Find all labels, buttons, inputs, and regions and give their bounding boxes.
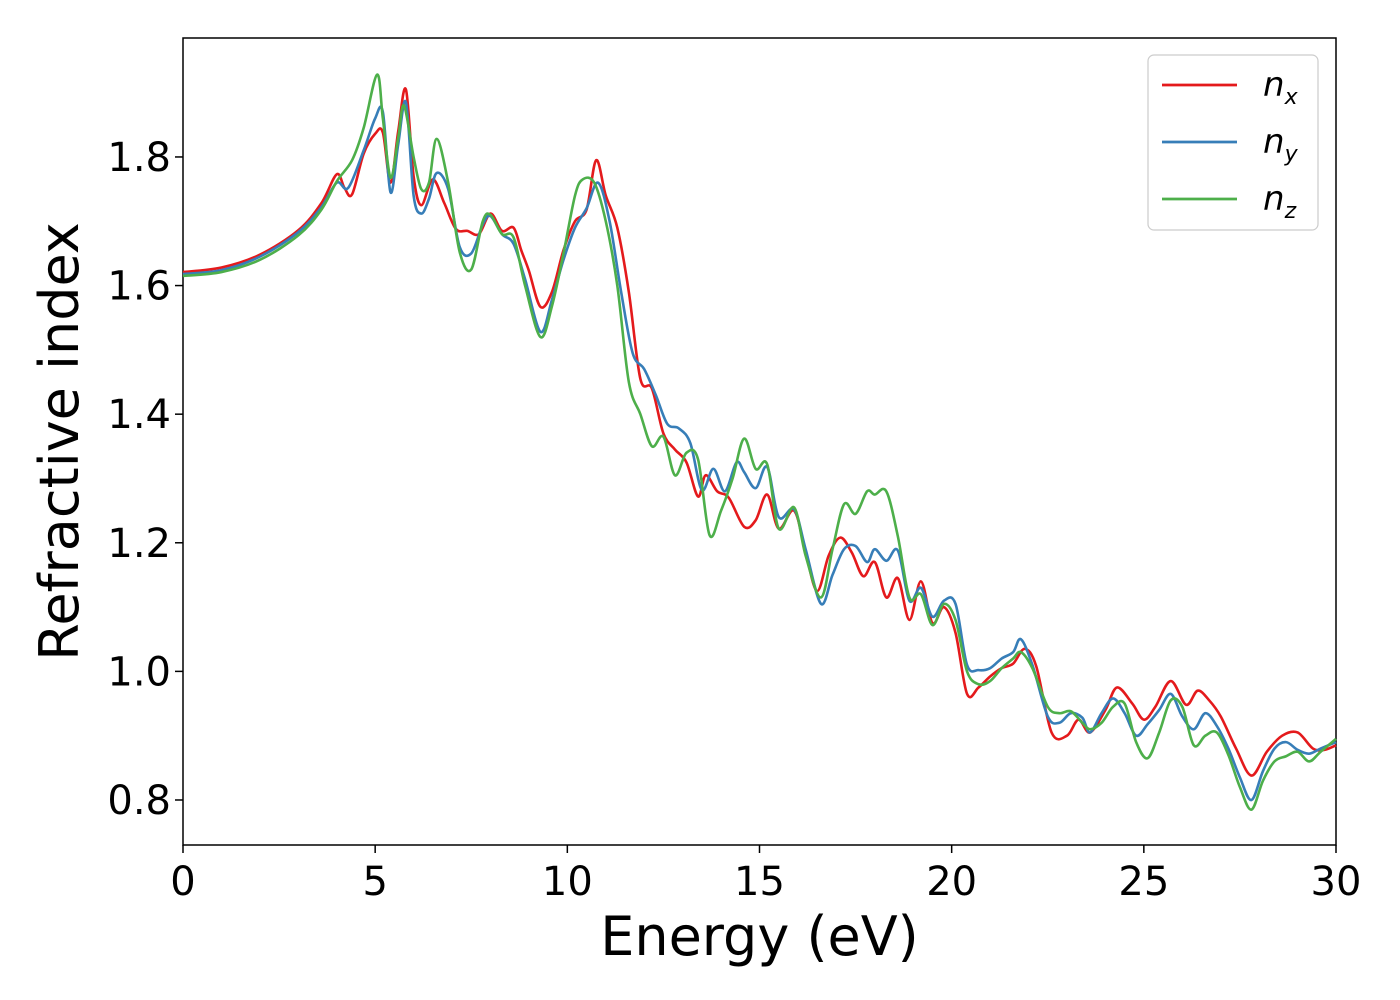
y-tick-label: 1.8: [107, 135, 171, 181]
x-tick-label: 0: [170, 859, 195, 905]
plot-area: 0 5 10 15 20 25 30 0.8 1.0 1.2 1.4 1.6 1.8: [107, 37, 1361, 905]
legend-label-x: nx: [1263, 65, 1299, 110]
legend-label-z: nz: [1263, 179, 1297, 224]
series-line-z: [182, 73, 1337, 811]
x-tick-label: 30: [1311, 859, 1362, 905]
y-tick-label: 0.8: [107, 778, 171, 824]
y-axis-title: Refractive index: [28, 222, 91, 661]
x-tick-label: 20: [926, 859, 977, 905]
y-axis-ticks: 0.8 1.0 1.2 1.4 1.6 1.8: [107, 135, 183, 824]
legend: nx ny nz: [1147, 54, 1319, 231]
series-line-x: [182, 87, 1337, 777]
legend-label-y: ny: [1263, 122, 1299, 167]
y-tick-label: 1.2: [107, 521, 171, 567]
x-tick-label: 25: [1118, 859, 1169, 905]
x-axis-ticks: 0 5 10 15 20 25 30: [170, 845, 1361, 905]
y-tick-label: 1.6: [107, 264, 171, 310]
x-tick-label: 15: [734, 859, 785, 905]
x-axis-title: Energy (eV): [600, 905, 919, 968]
x-tick-label: 5: [362, 859, 387, 905]
series-layer: [182, 73, 1337, 811]
y-tick-label: 1.4: [107, 392, 171, 438]
y-tick-label: 1.0: [107, 649, 171, 695]
x-tick-label: 10: [542, 859, 593, 905]
